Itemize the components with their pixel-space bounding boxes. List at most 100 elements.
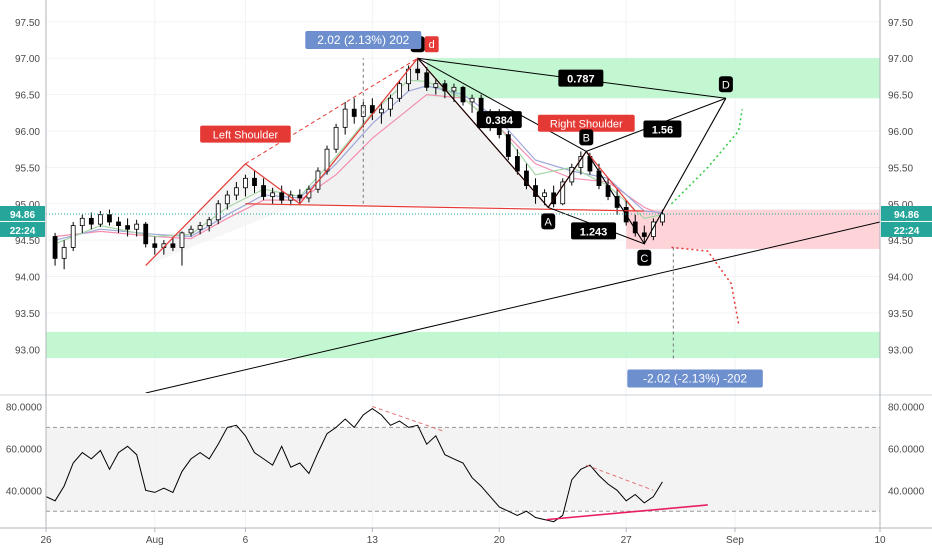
candle-body-up [61, 247, 67, 259]
candle-body-up [79, 217, 85, 227]
divergence-line [372, 406, 446, 433]
candle [369, 98, 375, 121]
price-tick-left: 95.50 [15, 163, 40, 174]
point-text: D [722, 79, 730, 91]
price-tick-right: 93.50 [888, 309, 913, 320]
candle [179, 231, 185, 266]
candle-body-down [415, 68, 421, 74]
candle [107, 209, 112, 226]
candle-body-up [233, 187, 239, 196]
indicator-layer [46, 406, 880, 523]
candle [433, 78, 439, 95]
time-tick-label: 13 [367, 535, 379, 546]
divergence-line [546, 504, 708, 521]
candle-body-down [351, 108, 357, 117]
label-bg [200, 125, 291, 143]
price-tick-left: 93.50 [15, 309, 40, 320]
point-label-b: B [579, 129, 594, 146]
candle [125, 218, 130, 237]
point-text: C [640, 253, 648, 265]
candle [342, 101, 348, 135]
candle-body-up [70, 225, 76, 248]
indicator-tick-right: 40.0000 [888, 486, 925, 497]
ratio-text: 1.243 [580, 226, 608, 238]
candle-body-up [206, 219, 212, 227]
candle-body-down [88, 217, 94, 225]
ratio-label: 1.56 [643, 120, 682, 138]
time-tick-label: 10 [874, 535, 886, 546]
candle-body-down [143, 223, 149, 245]
ratio-text: 0.384 [485, 115, 513, 127]
time-tick-label: 26 [40, 535, 52, 546]
candle [79, 214, 85, 233]
time-tick-label: 6 [243, 535, 249, 546]
ratio-bg [558, 69, 604, 87]
candle-body-up [469, 97, 475, 103]
candle-body-up [342, 108, 348, 128]
candle [116, 216, 121, 233]
candle-body-up [333, 126, 339, 150]
candle [524, 163, 529, 190]
candle [379, 101, 384, 124]
candle [297, 189, 303, 204]
ratio-bg [571, 222, 617, 240]
harmonic-diagonal [417, 57, 587, 152]
candle [224, 190, 230, 210]
candle [415, 58, 421, 81]
candle [424, 66, 430, 91]
candle [52, 232, 58, 266]
candle-body-down [279, 192, 285, 201]
point-label-a: A [541, 213, 556, 230]
candle-body-down [369, 105, 375, 114]
candle [333, 123, 339, 153]
candle [188, 225, 194, 237]
candle-body-up [560, 181, 566, 205]
last-price-badge-left: 94.86 22:24 [0, 205, 45, 237]
candle-body-up [451, 86, 457, 92]
x-tag-bg [424, 36, 439, 53]
divergence-line [586, 464, 654, 491]
candle [197, 221, 203, 235]
candle [641, 225, 647, 244]
candle [170, 236, 176, 252]
candle-body-down [125, 225, 130, 230]
candle-body-up [270, 192, 276, 197]
candle-body-down [261, 185, 266, 197]
candle-body-down [152, 243, 158, 248]
target-zone-red [626, 209, 880, 249]
candle-body-down [605, 185, 611, 197]
candle-body-up [224, 194, 230, 205]
candle-body-down [116, 221, 121, 227]
candle [397, 80, 402, 102]
ratio-text: 0.787 [567, 74, 595, 86]
indicator-tick-right: 60.0000 [888, 444, 925, 455]
price-tick-right: 95.50 [888, 163, 913, 174]
x-tag-text: d [429, 39, 435, 51]
bearish-projection [671, 246, 740, 325]
measure-label-down: -2.02 (-2.13%) -202 [627, 369, 763, 388]
price-tick-left: 96.50 [15, 91, 40, 102]
candle [243, 174, 248, 197]
shoulder-head-dashed [245, 57, 418, 165]
candle [61, 240, 67, 270]
candle [650, 218, 656, 241]
candle [551, 185, 557, 208]
candle-body-down [614, 196, 620, 208]
candle-body-down [52, 236, 58, 259]
candle [560, 178, 566, 206]
candle [261, 178, 266, 201]
measure-label-up: 2.02 (2.13%) 202 [305, 31, 422, 50]
candle-body-down [505, 134, 511, 157]
candle [233, 181, 239, 201]
label-text: Right Shoulder [550, 119, 623, 131]
indicator-tick-left: 60.0000 [6, 444, 43, 455]
measure-bg [627, 369, 763, 388]
candle-body-up [179, 232, 185, 248]
price-tick-right: 94.50 [888, 236, 913, 247]
price-tick-right: 96.50 [888, 91, 913, 102]
price-tick-right: 95.00 [888, 200, 913, 211]
candle-body-down [551, 192, 557, 205]
candle-body-down [641, 232, 647, 237]
candle-body-down [170, 243, 176, 248]
